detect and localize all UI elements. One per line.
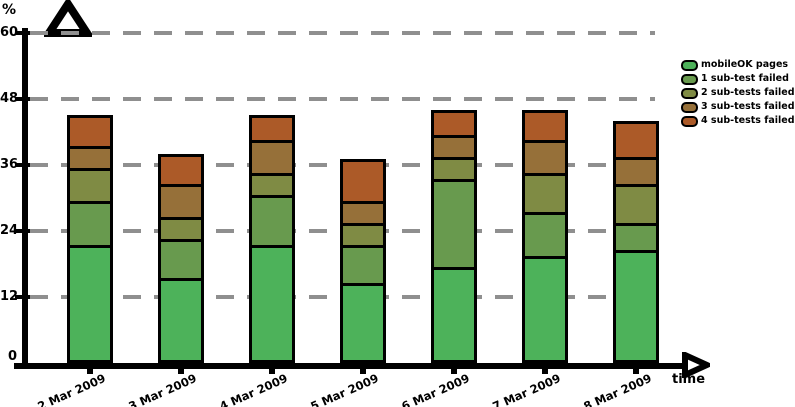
x-axis-arrow-icon [682, 352, 710, 378]
bar-segment [252, 140, 292, 173]
grid-line [30, 97, 655, 101]
legend-color-chip [681, 73, 698, 85]
bar-segment [525, 173, 565, 212]
legend-item: 4 sub-tests failed [681, 115, 795, 127]
bar-segment [161, 184, 201, 217]
bar-segment [252, 118, 292, 140]
bar-segment [70, 244, 110, 360]
legend-color-chip [681, 115, 698, 127]
bar-segment [252, 244, 292, 360]
legend-item: 3 sub-tests failed [681, 101, 795, 113]
y-tick-mark [15, 295, 30, 299]
legend-item: mobileOK pages [681, 59, 795, 71]
x-tick-mark [269, 369, 275, 374]
y-tick-label: 48 [0, 91, 19, 106]
y-tick-label: 12 [0, 289, 19, 304]
y-tick-label: 24 [0, 223, 19, 238]
x-tick-mark [633, 369, 639, 374]
bar-segment [161, 156, 201, 184]
legend-color-chip [681, 87, 698, 99]
legend-label: 3 sub-tests failed [701, 101, 795, 112]
category-label: 5 Mar 2009 [308, 371, 381, 407]
bar [340, 159, 386, 363]
bar [522, 109, 568, 363]
bar-segment [525, 140, 565, 173]
y-tick-label: 60 [0, 25, 19, 40]
bar-segment [343, 244, 383, 283]
y-axis-unit-label: % [2, 2, 17, 18]
y-tick-mark [15, 163, 30, 167]
x-tick-mark [360, 369, 366, 374]
bar-segment [343, 162, 383, 201]
bar [67, 115, 113, 363]
x-tick-mark [178, 369, 184, 374]
bar-segment [616, 222, 656, 250]
bar-segment [525, 211, 565, 256]
legend-color-chip [681, 59, 698, 71]
grid-line [30, 31, 655, 35]
bar [431, 109, 477, 363]
bar-segment [70, 167, 110, 201]
legend-item: 1 sub-test failed [681, 73, 795, 85]
category-label: 7 Mar 2009 [490, 371, 563, 407]
x-tick-mark [542, 369, 548, 374]
bar-segment [616, 250, 656, 360]
y-axis-origin-label: 0 [7, 349, 17, 364]
bar-segment [70, 200, 110, 245]
legend-label: 2 sub-tests failed [701, 87, 795, 98]
legend-item: 2 sub-tests failed [681, 87, 795, 99]
bar-segment [343, 200, 383, 223]
category-label: 2 Mar 2009 [35, 371, 108, 407]
bar-segment [434, 178, 474, 267]
category-label: 6 Mar 2009 [399, 371, 472, 407]
legend: mobileOK pages 1 sub-test failed 2 sub-tes… [681, 59, 795, 129]
bar-segment [252, 195, 292, 245]
x-axis-label: time [672, 372, 706, 387]
y-axis-line [22, 28, 28, 369]
bar-segment [525, 255, 565, 360]
legend-label: 1 sub-test failed [701, 73, 789, 84]
legend-label: mobileOK pages [701, 59, 789, 70]
bar-segment [616, 184, 656, 223]
bar-segment [70, 145, 110, 168]
category-label: 4 Mar 2009 [217, 371, 290, 407]
bar-segment [616, 156, 656, 184]
bar [158, 153, 204, 363]
y-tick-mark [15, 97, 30, 101]
y-tick-mark [15, 31, 30, 35]
bar-segment [343, 222, 383, 245]
bar-segment [252, 173, 292, 195]
bar-segment [434, 266, 474, 360]
bar [613, 120, 659, 363]
bar-segment [525, 112, 565, 140]
bar-segment [161, 239, 201, 278]
legend-color-chip [681, 101, 698, 113]
bar-segment [70, 118, 110, 146]
x-tick-mark [451, 369, 457, 374]
bar-segment [343, 283, 383, 360]
bar-segment [434, 134, 474, 157]
bar [249, 115, 295, 363]
bar-segment [161, 277, 201, 360]
bar-segment [616, 123, 656, 157]
category-label: 8 Mar 2009 [581, 371, 654, 407]
y-tick-label: 36 [0, 157, 19, 172]
category-label: 3 Mar 2009 [126, 371, 199, 407]
x-axis-line [14, 363, 688, 369]
bar-segment [434, 112, 474, 135]
bar-segment [434, 156, 474, 179]
bar-segment [161, 217, 201, 239]
legend-label: 4 sub-tests failed [701, 115, 795, 126]
x-tick-mark [87, 369, 93, 374]
y-tick-mark [15, 229, 30, 233]
